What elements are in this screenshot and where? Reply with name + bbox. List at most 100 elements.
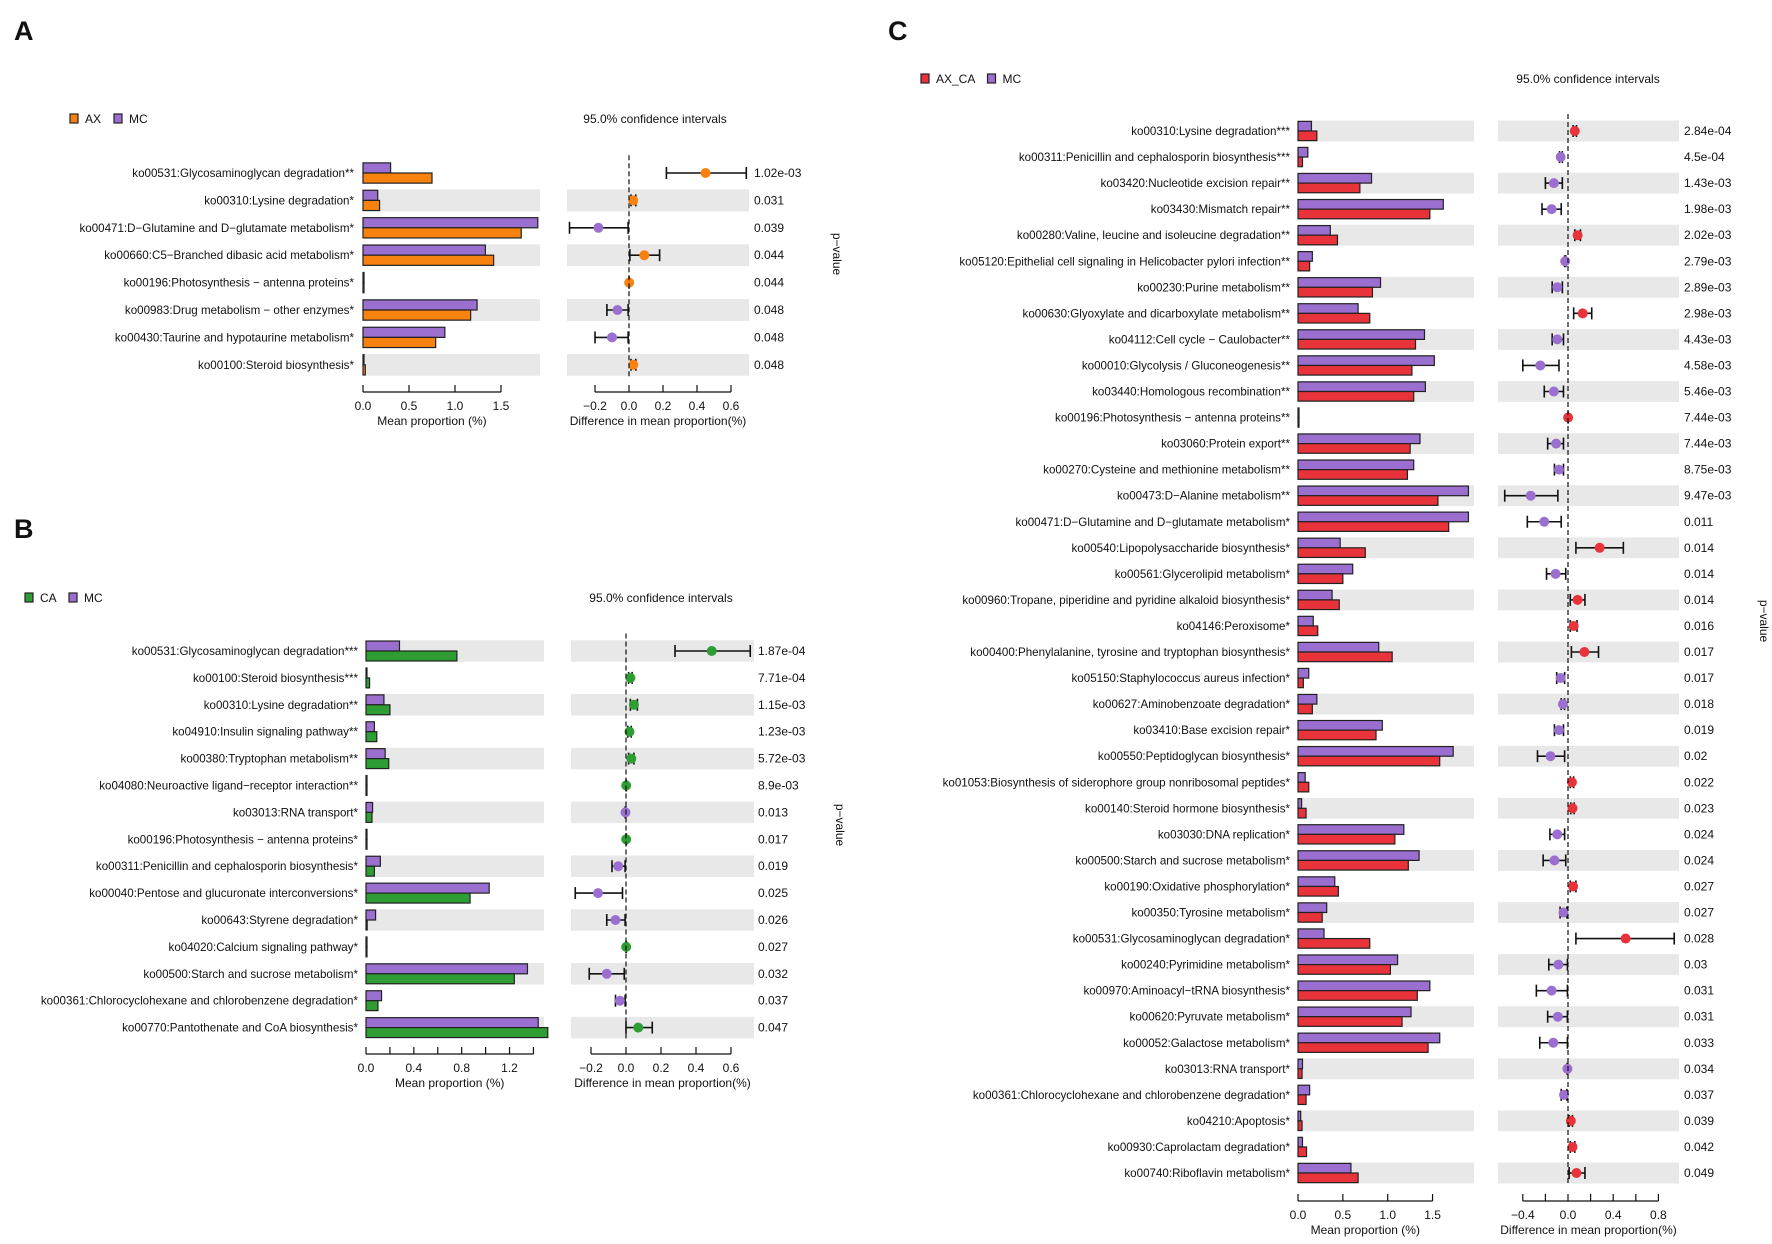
row-band: [1298, 902, 1474, 923]
p-value: 0.024: [1684, 853, 1714, 867]
row-label: ko00230:Purine metabolism**: [1137, 281, 1290, 294]
bar-ax_ca: [1297, 182, 1361, 194]
row-label: ko03013:RNA transport*: [1165, 1063, 1291, 1076]
p-value: 1.02e-03: [754, 166, 802, 180]
p-value: 0.022: [1684, 775, 1714, 789]
bar-ax_ca: [1297, 364, 1413, 376]
p-value: 9.47e-03: [1684, 489, 1732, 503]
bar-ax_ca: [1297, 781, 1310, 793]
row-label: ko00550:Peptidoglycan biosynthesis*: [1098, 750, 1291, 763]
bar-mc: [1297, 407, 1300, 419]
p-value: 7.44e-03: [1684, 437, 1732, 451]
p-value: 7.71e-04: [758, 671, 806, 685]
row: ko00280:Valine, leucine and isoleucine d…: [1017, 224, 1732, 246]
diff-axis-tick-label: 0.4: [689, 399, 706, 413]
p-value: 0.033: [1684, 1036, 1714, 1050]
row-label: ko00531:Glycosaminoglycan degradation*: [1073, 933, 1291, 946]
row: ko00531:Glycosaminoglycan degradation** 1…: [132, 162, 802, 184]
p-value: 0.044: [754, 248, 784, 262]
row: ko00196:Photosynthesis − antenna protein…: [128, 828, 788, 850]
bar-mc: [1297, 719, 1383, 731]
p-value: 1.23e-03: [758, 725, 806, 739]
bar-mc: [1297, 641, 1380, 653]
p-value: 0.025: [758, 886, 788, 900]
diff-point: [624, 726, 635, 737]
bar-mc: [362, 162, 392, 174]
row: ko00380:Tryptophan metabolism** 5.72e-03: [181, 747, 806, 770]
p-value: 0.013: [758, 805, 788, 819]
diff-point: [1552, 1011, 1563, 1022]
bar-mc: [365, 936, 368, 948]
row-label: ko00280:Valine, leucine and isoleucine d…: [1017, 229, 1291, 242]
row-label: ko00380:Tryptophan metabolism**: [181, 753, 359, 766]
bar-mc: [1297, 667, 1310, 679]
bar-ca: [365, 946, 368, 958]
row-label: ko00310:Lysine degradation*: [204, 194, 354, 207]
diff-point: [1569, 126, 1580, 136]
bar-ca: [365, 838, 368, 850]
p-value-axis-title: p−value: [830, 233, 844, 276]
bar-axis-tick-label: 1.2: [501, 1061, 518, 1075]
p-value: 2.02e-03: [1684, 228, 1732, 242]
diff-point: [1572, 594, 1583, 605]
row-band: [1298, 797, 1474, 819]
row: ko03420:Nucleotide excision repair** 1.43…: [1101, 172, 1732, 194]
bar-mc: [1297, 251, 1313, 262]
row-band: [1298, 224, 1474, 246]
bar-ax_ca: [1297, 286, 1374, 298]
row: ko00561:Glycerolipid metabolism* 0.014: [1115, 563, 1714, 585]
row-label: ko04020:Calcium signaling pathway*: [169, 941, 359, 954]
diff-point: [628, 699, 639, 710]
diff-point: [1550, 568, 1561, 579]
bar-ax_ca: [1297, 677, 1304, 689]
p-value: 0.037: [758, 994, 788, 1008]
diff-point: [1525, 490, 1536, 501]
bar-ax_ca: [1297, 390, 1415, 402]
row-band: [1498, 172, 1679, 194]
row-band: [1498, 1006, 1679, 1028]
row-label: ko00531:Glycosaminoglycan degradation**: [132, 167, 354, 180]
diff-point: [625, 672, 636, 683]
bar-ax_ca: [1297, 990, 1418, 1001]
bar-axis-tick-label: 0.0: [1290, 1208, 1307, 1222]
bar-mc: [1297, 745, 1454, 757]
row-label: ko00630:Glyoxylate and dicarboxylate met…: [1023, 307, 1291, 320]
row: ko00040:Pentose and glucuronate intercon…: [89, 882, 788, 904]
bar-ax_ca: [1297, 208, 1431, 220]
row-band: [571, 909, 754, 931]
bar-mc: [1297, 563, 1354, 575]
row-label: ko00400:Phenylalanine, tyrosine and tryp…: [970, 646, 1290, 659]
bar-mc: [1297, 198, 1444, 210]
row-label: ko05150:Staphylococcus aureus infection*: [1072, 672, 1291, 685]
bar-ax: [362, 172, 433, 184]
p-value: 1.98e-03: [1684, 202, 1732, 216]
row-band: [567, 189, 749, 212]
diff-point: [607, 332, 617, 343]
diff-point: [628, 359, 639, 370]
row: ko00361:Chlorocyclohexane and chlorobenz…: [973, 1084, 1714, 1106]
diff-point: [1548, 386, 1559, 397]
row: ko00500:Starch and sucrose metabolism* 0.…: [1075, 849, 1714, 871]
bar-ca: [365, 811, 373, 823]
bar-axis-tick-label: 1.0: [1379, 1208, 1396, 1222]
p-value: 0.049: [1684, 1166, 1714, 1180]
bar-ca: [365, 973, 515, 985]
bar-ax_ca: [1297, 885, 1339, 897]
row: ko00550:Peptidoglycan biosynthesis* 0.02: [1098, 745, 1708, 767]
bar-mc: [365, 855, 381, 867]
row-band: [1498, 849, 1679, 871]
p-value: 0.018: [1684, 697, 1714, 711]
p-value: 0.032: [758, 967, 788, 981]
row-band: [363, 353, 540, 376]
legend-label: AX: [85, 112, 101, 126]
diff-axis-tick-label: 0.8: [1650, 1208, 1667, 1222]
diff-point: [628, 195, 639, 206]
diff-point: [613, 861, 624, 872]
p-value: 0.039: [1684, 1114, 1714, 1128]
p-value: 0.014: [1684, 541, 1714, 555]
bar-mc: [1297, 902, 1328, 914]
row-label: ko00500:Starch and sucrose metabolism*: [143, 968, 358, 981]
bar-mc: [1297, 381, 1426, 393]
bar-ca: [365, 757, 390, 770]
diff-point: [601, 968, 612, 979]
